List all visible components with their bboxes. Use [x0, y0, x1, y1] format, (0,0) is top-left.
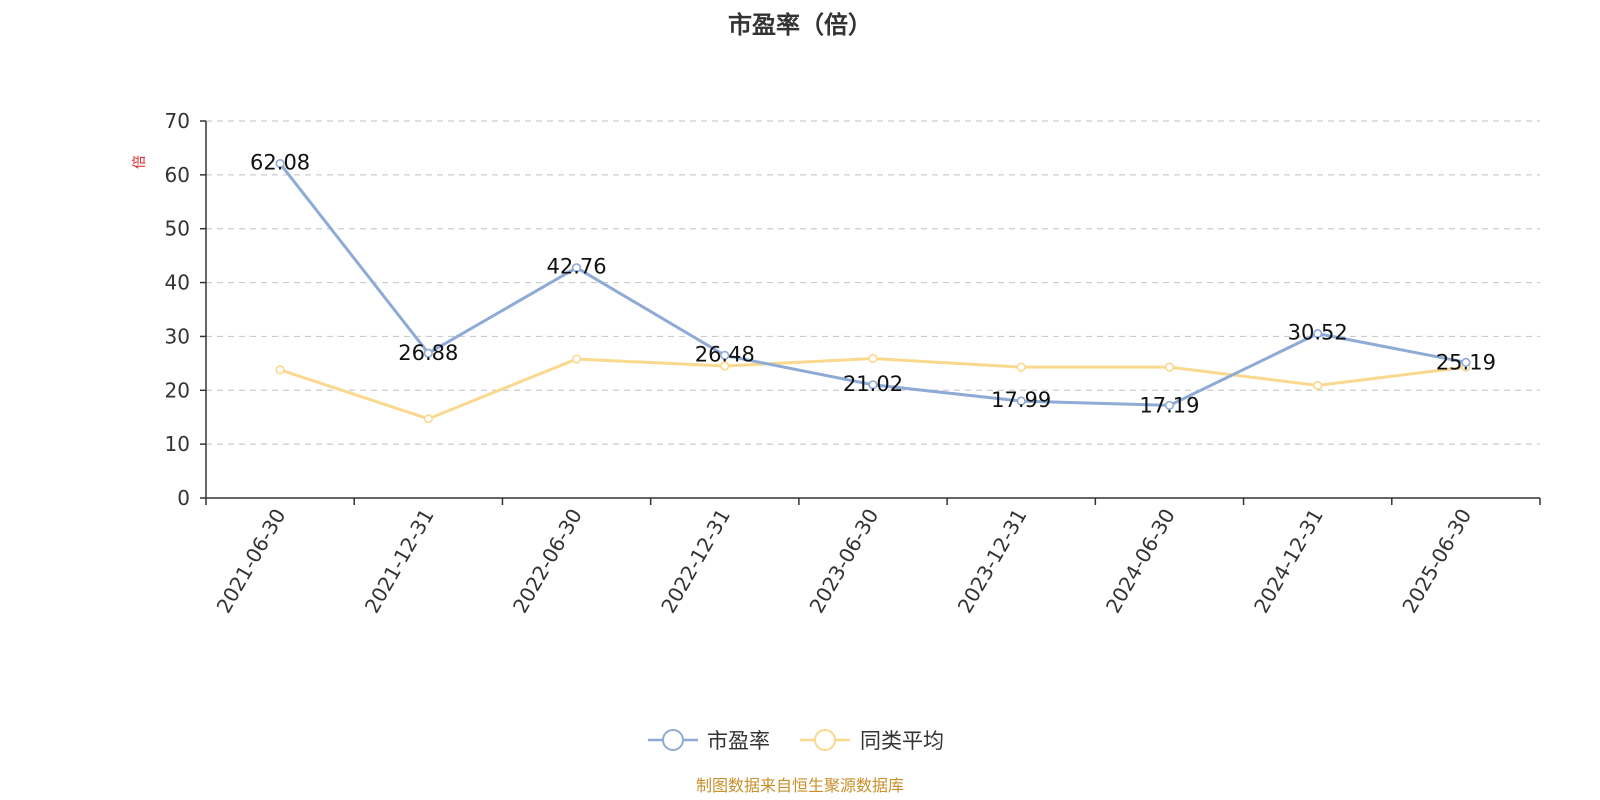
series-1-point-1: [423, 414, 433, 424]
series-1-point-6: [1164, 362, 1175, 372]
series-0-point-2: [571, 263, 582, 273]
series-1-point-5: [1016, 362, 1026, 372]
legend-marker-1: [814, 729, 836, 751]
y-tick-label-5: 50: [165, 217, 190, 241]
legend: 市盈率 同类平均: [648, 729, 944, 753]
x-tick-label-0: 2021-06-30: [212, 505, 291, 618]
x-tick-label-4: 2023-06-30: [804, 505, 883, 618]
series-lines: [275, 159, 1471, 424]
series-0-point-8: [1461, 357, 1471, 367]
series-0-point-3: [720, 350, 730, 360]
series-0-point-5: [1016, 396, 1026, 406]
y-tick-label-6: 60: [165, 163, 190, 187]
x-tick-label-1: 2021-12-31: [360, 505, 439, 618]
x-tick-label-7: 2024-12-31: [1249, 505, 1328, 618]
data-labels: 62.08 26.88 42.76 26.48 21.02 17.99 17.19 30.52…: [250, 151, 1496, 418]
y-tick-label-0: 0: [177, 486, 190, 510]
x-axis-ticks: 2021-06-30 2021-12-31 2022-06-30 2022-12-31…: [205, 498, 1541, 618]
data-label-7: 30.52: [1288, 321, 1348, 345]
legend-label-1: 同类平均: [860, 729, 944, 753]
series-1-point-0: [275, 365, 285, 375]
y-tick-label-3: 30: [165, 324, 190, 348]
series-0-point-6: [1164, 400, 1175, 411]
data-label-4: 21.02: [843, 372, 903, 396]
series-1-point-7: [1313, 380, 1323, 391]
legend-label-0: 市盈率: [707, 729, 770, 753]
series-0-point-7: [1313, 329, 1323, 339]
data-label-5: 17.99: [991, 388, 1051, 412]
x-tick-label-2: 2022-06-30: [508, 505, 587, 618]
series-1-point-3: [720, 361, 730, 371]
chart-title: 市盈率（倍）: [728, 11, 872, 39]
data-label-1: 26.88: [398, 341, 458, 365]
series-line-0: [278, 162, 1467, 407]
y-tick-label-4: 40: [165, 271, 190, 295]
x-tick-label-3: 2022-12-31: [656, 505, 735, 618]
data-source: 制图数据来自恒生聚源数据库: [696, 776, 904, 795]
y-tick-label-2: 20: [165, 378, 190, 402]
series-1-point-2: [571, 354, 582, 364]
series-1-point-4: [868, 353, 878, 364]
data-label-8: 25.19: [1436, 350, 1496, 374]
data-label-0: 62.08: [250, 151, 310, 175]
x-tick-label-6: 2024-06-30: [1101, 505, 1180, 618]
series-0-point-4: [868, 380, 878, 390]
data-label-3: 26.48: [695, 342, 755, 366]
data-label-2: 42.76: [546, 255, 606, 279]
y-tick-label-1: 10: [165, 432, 190, 456]
axes: [205, 121, 1540, 499]
x-tick-label-8: 2025-06-30: [1397, 505, 1476, 618]
legend-marker-0: [662, 729, 684, 751]
y-axis-unit: 倍: [132, 155, 148, 169]
series-0-point-1: [423, 348, 433, 358]
y-tick-label-7: 70: [165, 109, 190, 133]
x-tick-label-5: 2023-12-31: [953, 505, 1032, 618]
y-axis-ticks: 0 10 20 30 40 50 60 70: [165, 109, 206, 510]
series-0-point-0: [275, 159, 285, 169]
data-label-6: 17.19: [1139, 393, 1199, 417]
